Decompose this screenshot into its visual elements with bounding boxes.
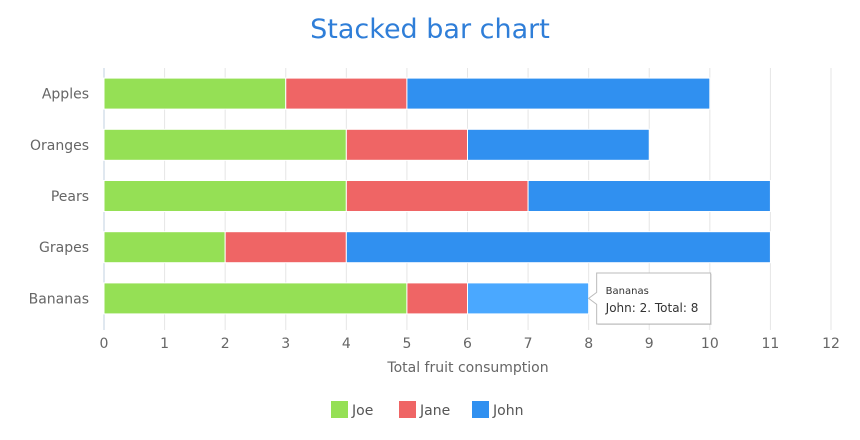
- tooltip-box: [587, 272, 712, 325]
- category-label: Apples: [42, 87, 89, 103]
- bar-segment: [103, 77, 287, 110]
- bars: [103, 77, 771, 315]
- x-tick-label: 11: [762, 336, 780, 352]
- bar-segment: [345, 231, 771, 264]
- bar-segment: [103, 180, 347, 212]
- x-tick-label: 12: [822, 336, 840, 352]
- legend-label: Joe: [351, 403, 373, 419]
- legend-swatch: [399, 401, 416, 418]
- x-tick-label: 4: [342, 336, 351, 352]
- tooltip-header: Bananas: [606, 286, 649, 297]
- bar-segment: [103, 282, 408, 315]
- bar-segment: [103, 231, 226, 264]
- legend-swatch: [331, 401, 348, 418]
- bar-segment: [345, 180, 529, 212]
- x-tick-label: 6: [463, 336, 472, 352]
- x-tick-label: 3: [281, 336, 290, 352]
- x-tick-label: 7: [524, 336, 533, 352]
- x-tick-label: 2: [221, 336, 230, 352]
- chart-title: Stacked bar chart: [310, 14, 550, 45]
- x-tick-label: 9: [645, 336, 654, 352]
- category-labels: Apples Oranges Pears Grapes Bananas: [29, 87, 89, 308]
- x-tick-label: 0: [100, 336, 109, 352]
- category-label: Oranges: [30, 138, 89, 154]
- x-tick-labels: 0 1 2 3 4 5 6 7 8 9 10 11 12: [100, 336, 840, 352]
- bar-segment: [285, 77, 408, 110]
- x-tick-label: 5: [402, 336, 411, 352]
- bar-segment: [224, 231, 347, 264]
- x-axis-title: Total fruit consumption: [386, 360, 548, 376]
- x-tick-label: 1: [160, 336, 169, 352]
- x-tick-label: 8: [584, 336, 593, 352]
- tooltip-body: John: 2. Total: 8: [605, 301, 699, 315]
- bar-segment: [406, 77, 711, 110]
- category-label: Grapes: [39, 240, 89, 256]
- x-tick-label: 10: [701, 336, 719, 352]
- category-label: Pears: [51, 189, 89, 205]
- legend-swatch: [472, 401, 489, 418]
- bar-segment: [406, 282, 468, 315]
- legend-label: Jane: [419, 403, 450, 419]
- legend: Joe Jane John: [331, 401, 523, 419]
- bar-segment: [467, 282, 590, 315]
- bar-segment: [345, 128, 469, 161]
- tooltip: Bananas John: 2. Total: 8: [587, 272, 712, 325]
- bar-segment: [527, 180, 771, 212]
- category-label: Bananas: [29, 291, 89, 307]
- bar-segment: [467, 128, 650, 161]
- legend-label: John: [492, 403, 523, 419]
- bar-segment: [103, 128, 347, 161]
